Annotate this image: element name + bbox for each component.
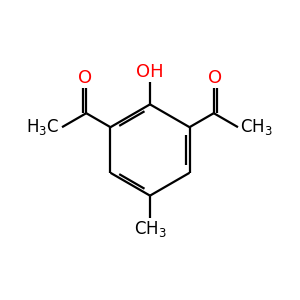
Text: OH: OH [136, 63, 164, 81]
Text: CH$_3$: CH$_3$ [134, 219, 166, 239]
Text: CH$_3$: CH$_3$ [240, 117, 273, 137]
Text: H$_3$C: H$_3$C [26, 117, 60, 137]
Text: O: O [208, 69, 222, 87]
Text: O: O [78, 69, 92, 87]
